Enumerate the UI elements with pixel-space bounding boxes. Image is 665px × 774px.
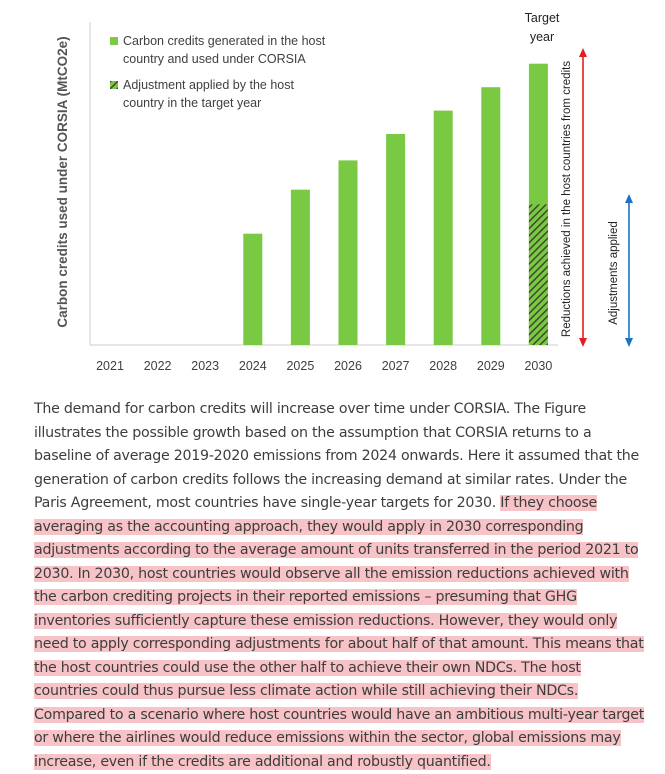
legend-label-green-line2: country and used under CORSIA	[123, 52, 306, 66]
target-year-label-line1: Target	[525, 11, 560, 25]
adjustment-bar-2030	[528, 204, 548, 345]
y-axis-label: Carbon credits used under CORSIA (MtCO2e…	[55, 36, 70, 327]
article-text: The demand for carbon credits will incre…	[34, 401, 640, 511]
legend-label-hatched-line2: country in the target year	[123, 96, 261, 110]
legend-label-green-line1: Carbon credits generated in the host	[123, 34, 326, 48]
bar-2025	[290, 189, 310, 345]
bar-2027	[386, 134, 406, 345]
bar-2029	[481, 87, 501, 345]
x-tick-label-2023: 2023	[191, 359, 219, 373]
x-tick-label-2025: 2025	[286, 359, 314, 373]
red-arrow-head-top	[579, 48, 587, 57]
target-year-label-line2: year	[530, 30, 554, 44]
x-tick-label-2022: 2022	[144, 359, 172, 373]
legend-label-hatched-line1: Adjustment applied by the host	[123, 78, 294, 92]
red-arrow-label: Reductions achieved in the host countrie…	[561, 61, 573, 337]
legend-swatch-green	[110, 37, 118, 45]
x-tick-label-2027: 2027	[382, 359, 410, 373]
blue-arrow-head-bottom	[625, 338, 633, 347]
blue-arrow-head-top	[625, 194, 633, 203]
article-paragraph: The demand for carbon credits will incre…	[34, 398, 648, 774]
x-tick-label-2030: 2030	[524, 359, 552, 373]
bar-chart: Carbon credits used under CORSIA (MtCO2e…	[55, 11, 633, 373]
bar-2026	[338, 160, 358, 345]
red-arrow-head-bottom	[579, 338, 587, 347]
x-tick-label-2028: 2028	[429, 359, 457, 373]
blue-arrow-label: Adjustments applied	[608, 221, 620, 325]
highlighted-text: If they choose averaging as the accounti…	[34, 495, 645, 770]
bar-2028	[433, 110, 453, 345]
legend-swatch-hatched	[110, 81, 118, 89]
bar-2024	[243, 233, 263, 345]
x-tick-label-2024: 2024	[239, 359, 267, 373]
x-tick-label-2029: 2029	[477, 359, 505, 373]
x-tick-label-2026: 2026	[334, 359, 362, 373]
x-tick-label-2021: 2021	[96, 359, 124, 373]
